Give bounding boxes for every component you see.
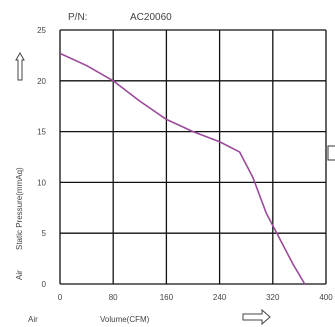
edge-box [327,145,335,161]
x-tick-label: 320 [266,293,280,302]
x-tick-label: 240 [213,293,227,302]
y-tick-label: 20 [37,77,46,86]
x-tick-label: 400 [319,293,333,302]
y-tick-label: 25 [37,26,46,35]
x-tick-label: 0 [58,293,63,302]
x-tick-label: 160 [160,293,174,302]
air-bottom-label: Air [28,315,38,324]
right-arrow-icon [242,308,271,326]
air-left-label: Air [15,270,24,280]
y-tick-label: 10 [37,178,46,187]
x-axis-label: Volume(CFM) [100,315,150,324]
chart-ticks: 0 80 160 240 320 400 0 5 10 15 20 25 [37,26,333,302]
y-tick-label: 15 [37,128,46,137]
x-tick-label: 80 [109,293,118,302]
pn-label: P/N: [68,12,87,23]
chart-series [59,52,306,285]
y-tick-label: 0 [42,280,47,289]
y-tick-label: 5 [42,229,47,238]
chart-grid [59,29,327,285]
up-arrow-icon [15,51,25,81]
part-number: AC20060 [130,12,172,23]
series-line-0 [59,52,306,285]
y-axis-label: Static Pressure(mmAq) [15,167,24,250]
